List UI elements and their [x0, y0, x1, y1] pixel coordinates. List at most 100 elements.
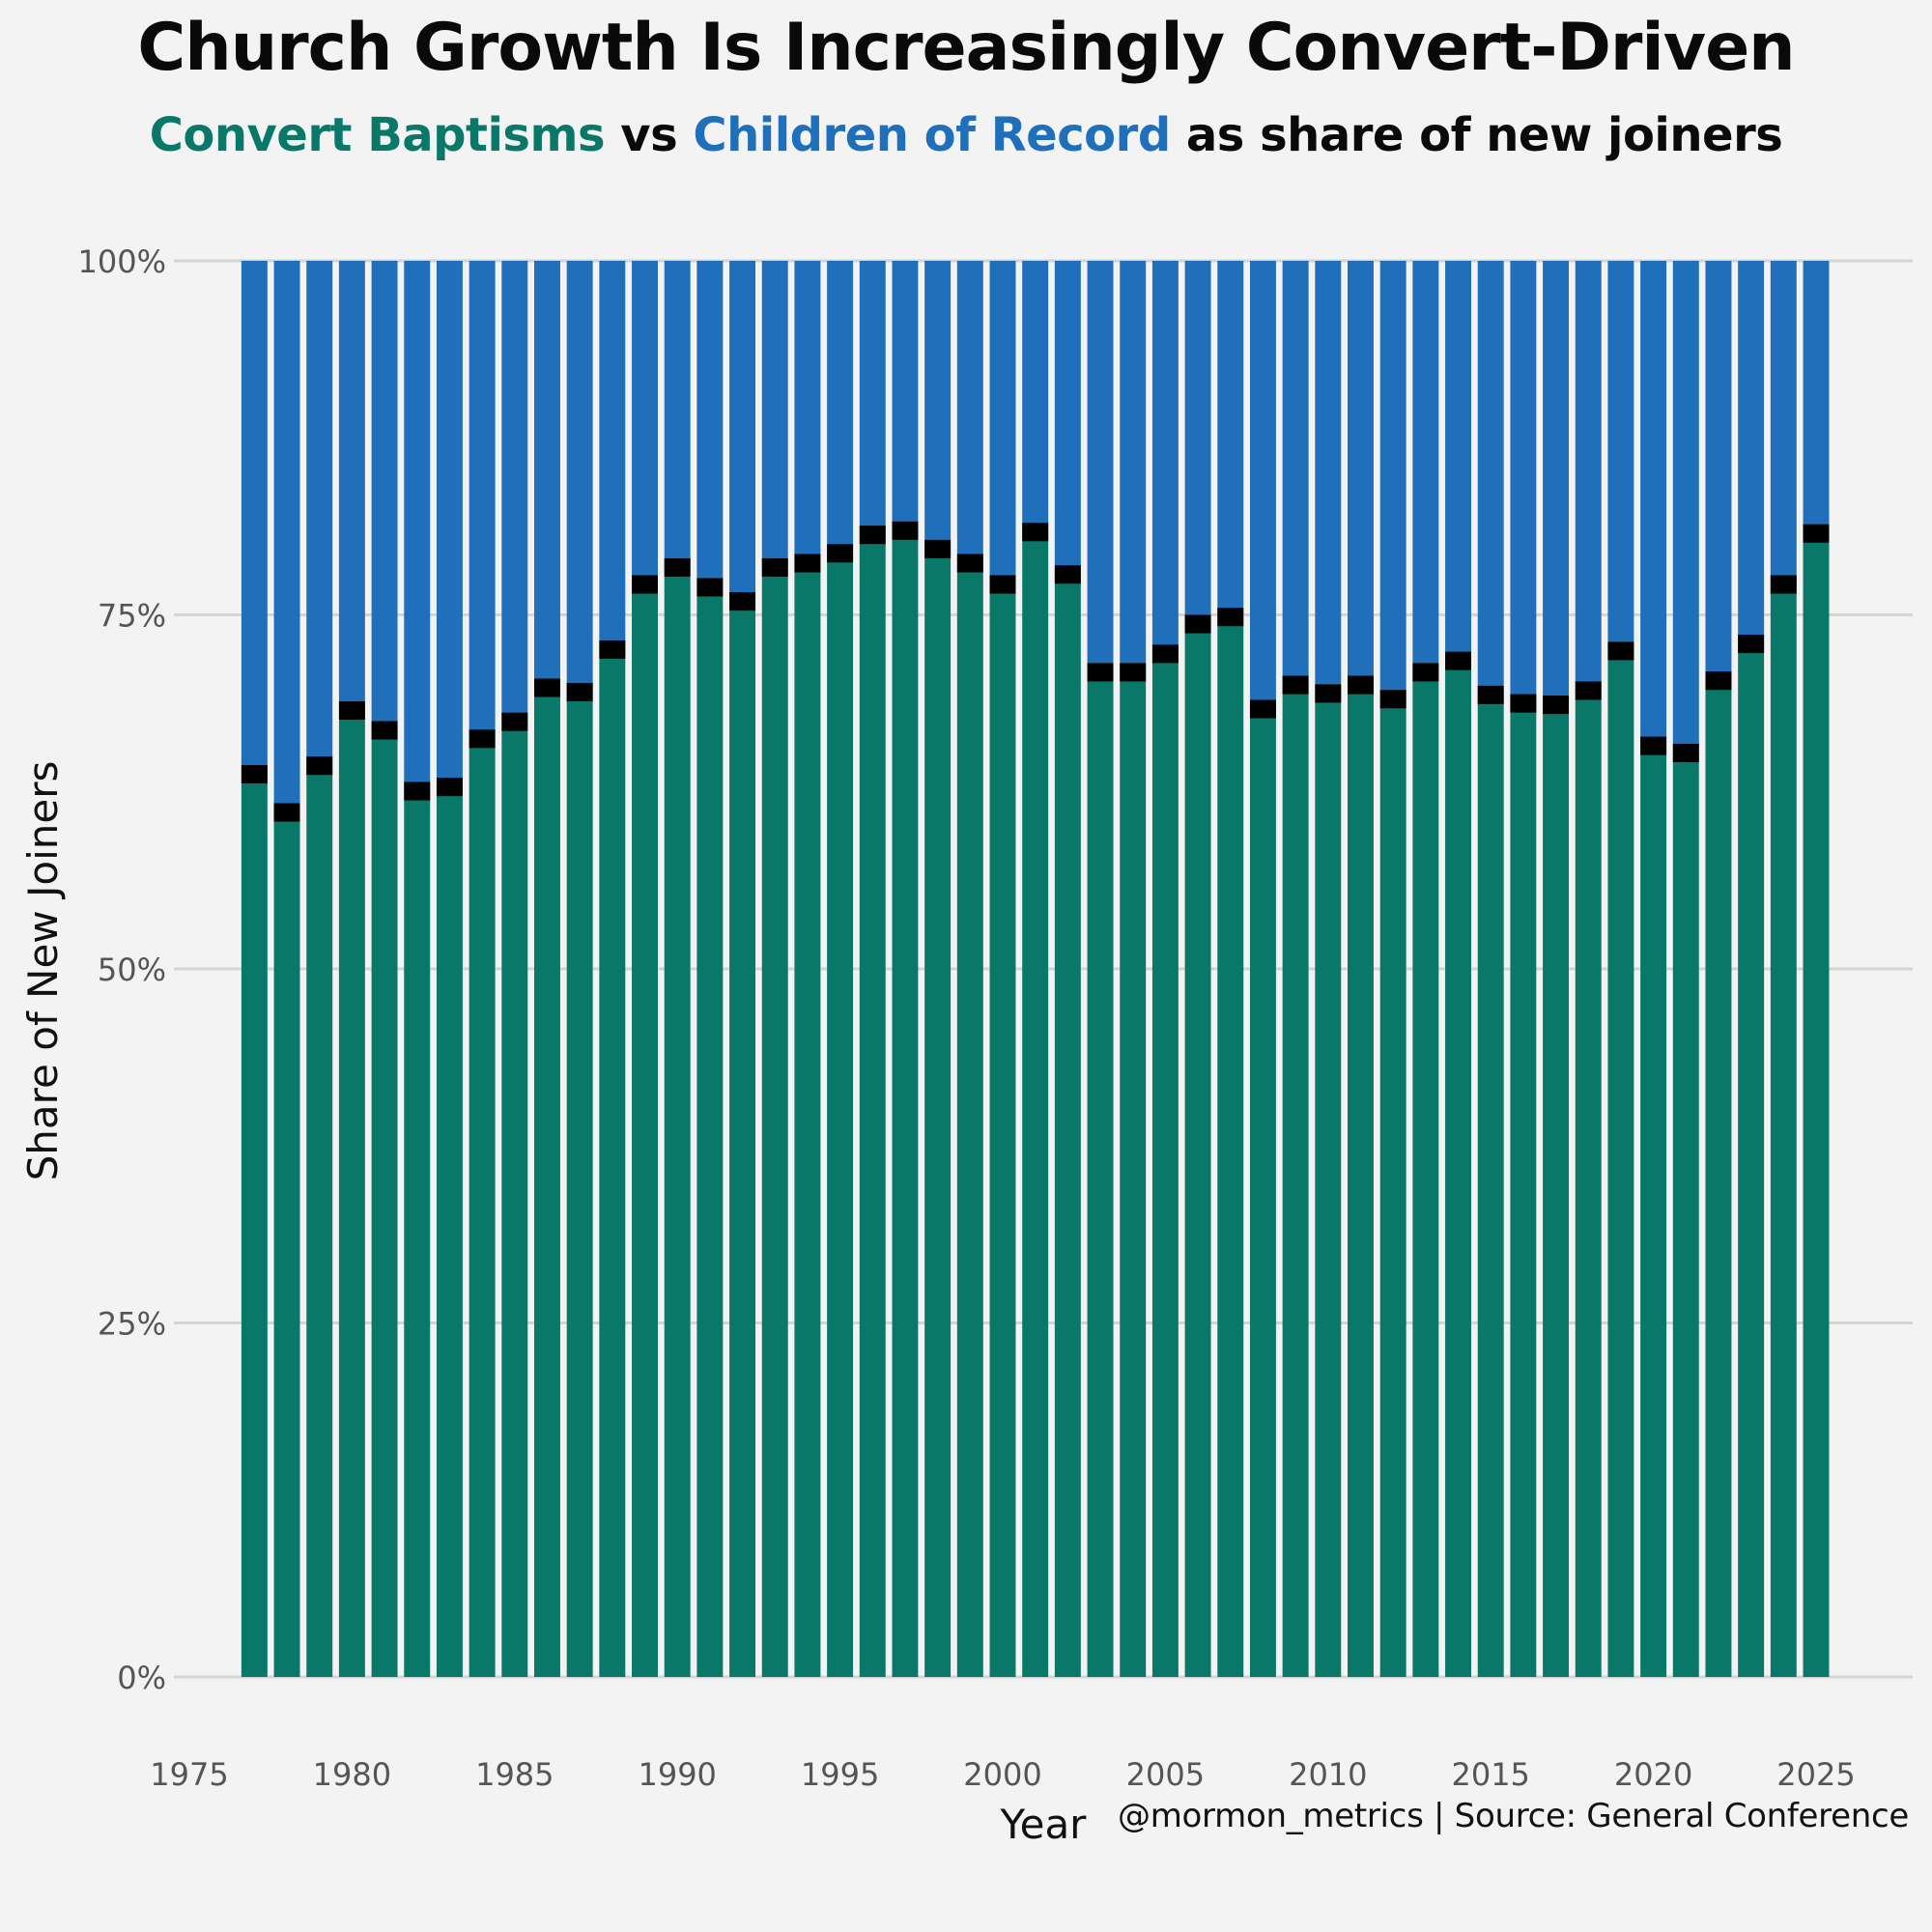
bar-1982 [404, 261, 431, 1677]
x-tick-label: 2015 [1451, 1756, 1529, 1793]
children-of-record-segment [1249, 261, 1276, 700]
segment-divider [1607, 641, 1634, 661]
children-of-record-segment [956, 261, 983, 554]
segment-divider [1672, 743, 1699, 762]
convert-baptisms-segment [827, 544, 854, 1678]
bar-2009 [1282, 261, 1309, 1677]
bar-1977 [241, 261, 268, 1677]
source-caption: @mormon_metrics | Source: General Confer… [1118, 1797, 1909, 1835]
segment-divider [501, 712, 528, 731]
segment-divider [729, 592, 756, 611]
children-of-record-segment [1217, 261, 1244, 609]
children-of-record-segment [1315, 261, 1342, 685]
children-of-record-segment [273, 261, 300, 804]
bar-2020 [1640, 261, 1667, 1677]
bar-2016 [1510, 261, 1537, 1677]
bar-1991 [696, 261, 724, 1677]
bar-2015 [1477, 261, 1504, 1677]
bar-2004 [1120, 261, 1147, 1677]
segment-divider [599, 639, 626, 659]
x-tick-label: 2005 [1126, 1756, 1205, 1793]
children-of-record-segment [1803, 261, 1830, 525]
x-tick-label: 1975 [150, 1756, 228, 1793]
segment-divider [924, 539, 952, 558]
convert-baptisms-segment [1217, 608, 1244, 1678]
bar-2008 [1249, 261, 1276, 1677]
children-of-record-segment [892, 261, 919, 522]
segment-divider [566, 682, 593, 701]
segment-divider [306, 756, 333, 776]
convert-baptisms-segment [761, 557, 788, 1677]
children-of-record-segment [404, 261, 431, 782]
bar-1983 [436, 261, 463, 1677]
convert-baptisms-segment [371, 721, 398, 1677]
bar-2025 [1803, 261, 1830, 1677]
bar-2000 [989, 261, 1016, 1677]
convert-baptisms-segment [1412, 663, 1439, 1677]
segment-divider [696, 578, 724, 597]
bar-1981 [371, 261, 398, 1677]
segment-divider [1575, 681, 1602, 700]
convert-baptisms-segment [1705, 671, 1732, 1677]
convert-baptisms-segment [924, 539, 952, 1677]
children-of-record-segment [1348, 261, 1374, 676]
bar-1979 [306, 261, 333, 1677]
segment-divider [404, 781, 431, 801]
segment-divider [1022, 523, 1049, 542]
y-tick-label: 100% [78, 243, 166, 280]
bar-2006 [1184, 261, 1211, 1677]
convert-baptisms-segment [404, 781, 431, 1677]
convert-baptisms-segment [1672, 743, 1699, 1677]
segment-divider [664, 557, 691, 577]
segment-divider [469, 729, 496, 749]
bar-2005 [1151, 261, 1179, 1677]
children-of-record-segment [989, 261, 1016, 576]
segment-divider [1315, 684, 1342, 703]
convert-baptisms-segment [1315, 684, 1342, 1677]
bar-2007 [1217, 261, 1244, 1678]
convert-baptisms-segment [1640, 736, 1667, 1677]
segment-divider [1120, 663, 1147, 682]
segment-divider [1348, 675, 1374, 695]
bar-2002 [1054, 261, 1081, 1678]
segment-divider [1379, 690, 1406, 709]
bar-2022 [1705, 261, 1732, 1677]
segment-divider [534, 678, 560, 697]
segment-divider [1087, 663, 1114, 682]
children-of-record-segment [469, 261, 496, 730]
convert-baptisms-segment [1249, 699, 1276, 1677]
y-tick-label: 75% [98, 598, 166, 635]
x-tick-label: 1985 [475, 1756, 554, 1793]
segment-divider [371, 721, 398, 740]
convert-baptisms-segment [1282, 675, 1309, 1677]
bar-1997 [892, 261, 919, 1677]
segment-divider [761, 557, 788, 577]
segment-divider [1151, 644, 1179, 664]
children-of-record-segment [371, 261, 398, 722]
y-tick-label: 0% [117, 1660, 166, 1696]
segment-divider [273, 803, 300, 822]
bar-2017 [1543, 261, 1570, 1677]
x-tick-label: 2000 [963, 1756, 1041, 1793]
children-of-record-segment [1184, 261, 1211, 615]
segment-divider [1477, 685, 1504, 704]
segment-divider [1640, 736, 1667, 755]
children-of-record-segment [1022, 261, 1049, 524]
children-of-record-segment [338, 261, 365, 701]
segment-divider [1282, 675, 1309, 695]
convert-baptisms-segment [1477, 685, 1504, 1677]
x-axis-title: Year [1000, 1801, 1088, 1848]
convert-baptisms-segment [1575, 681, 1602, 1677]
convert-baptisms-segment [534, 678, 560, 1677]
convert-baptisms-segment [1803, 524, 1830, 1677]
segment-divider [1510, 694, 1537, 713]
segment-divider [632, 575, 658, 594]
children-of-record-segment [501, 261, 528, 713]
convert-baptisms-segment [306, 756, 333, 1677]
convert-baptisms-segment [436, 778, 463, 1677]
children-of-record-segment [859, 261, 886, 526]
children-of-record-segment [241, 261, 268, 765]
bar-2024 [1770, 261, 1797, 1677]
x-tick-label: 2020 [1614, 1756, 1692, 1793]
